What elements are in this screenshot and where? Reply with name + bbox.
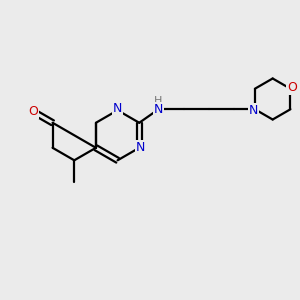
Text: N: N: [113, 102, 122, 115]
Text: O: O: [28, 105, 38, 118]
Text: N: N: [136, 141, 146, 154]
Text: N: N: [249, 104, 258, 117]
Text: H: H: [154, 96, 163, 106]
Text: N: N: [154, 103, 163, 116]
Text: O: O: [287, 81, 297, 94]
